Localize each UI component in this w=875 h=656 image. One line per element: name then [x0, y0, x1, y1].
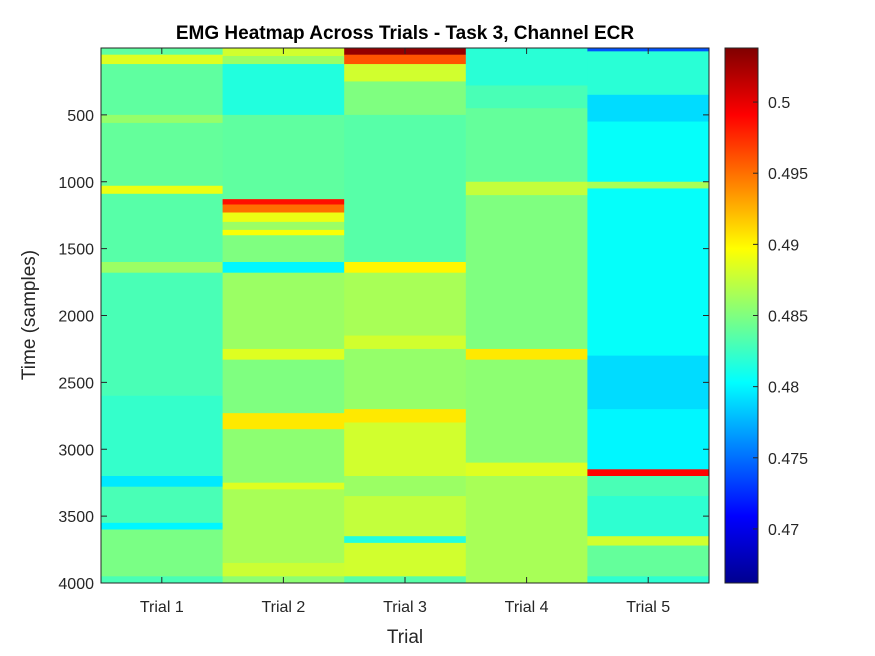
heatmap-cell-trial-2-band-9 — [222, 229, 345, 236]
heatmap-cell-trial-3-band-6 — [344, 262, 467, 274]
heatmap-cell-trial-1-band-3 — [101, 64, 224, 116]
heatmap-cell-trial-1-band-8 — [101, 262, 224, 274]
heatmap-cell-trial-1-band-14 — [101, 529, 224, 577]
colorbar-tick-label: 0.5 — [768, 95, 790, 112]
heatmap-cell-trial-4-band-1 — [465, 48, 588, 87]
heatmap-cell-trial-5-band-8 — [587, 409, 709, 470]
heatmap-cell-trial-4-band-8 — [465, 462, 588, 477]
heatmap-cell-trial-5-band-9 — [587, 469, 709, 477]
heatmap-cell-trial-3-band-10 — [344, 409, 467, 424]
heatmap-cells — [101, 48, 709, 583]
colorbar-tick-label: 0.48 — [768, 380, 799, 397]
heatmap-cell-trial-2-band-15 — [222, 413, 345, 430]
heatmap-cell-trial-1-band-9 — [101, 272, 224, 397]
heatmap-cell-trial-3-band-7 — [344, 272, 467, 337]
heatmap-cell-trial-2-band-5 — [222, 199, 345, 206]
heatmap-cell-trial-4-band-2 — [465, 85, 588, 109]
heatmap-cell-trial-1-band-2 — [101, 54, 224, 65]
y-tick-label: 1000 — [58, 175, 94, 192]
heatmap-cell-trial-2-band-4 — [222, 114, 345, 200]
heatmap-cell-trial-5-band-12 — [587, 536, 709, 547]
heatmap-cell-trial-1-band-12 — [101, 486, 224, 524]
y-tick-label: 4000 — [58, 576, 94, 593]
heatmap-cell-trial-5-band-3 — [587, 94, 709, 123]
heatmap-cell-trial-1-band-6 — [101, 185, 224, 195]
y-tick-label: 1500 — [58, 242, 94, 259]
y-tick-label: 500 — [67, 108, 94, 125]
x-tick-label: Trial 5 — [626, 599, 670, 616]
heatmap-cell-trial-2-band-6 — [222, 204, 345, 214]
x-axis-label: Trial — [387, 627, 423, 648]
heatmap-cell-trial-2-band-2 — [222, 56, 345, 65]
heatmap-cell-trial-5-band-10 — [587, 476, 709, 497]
heatmap-cell-trial-5-band-11 — [587, 496, 709, 537]
heatmap-cell-trial-5-band-4 — [587, 121, 709, 183]
heatmap-cell-trial-3-band-5 — [344, 114, 467, 263]
heatmap-cell-trial-2-band-11 — [222, 262, 345, 274]
y-tick-label: 2500 — [58, 375, 94, 392]
heatmap-cell-trial-3-band-3 — [344, 64, 467, 83]
heatmap-cell-trial-3-band-9 — [344, 348, 467, 410]
heatmap-cell-trial-3-band-8 — [344, 335, 467, 350]
heatmap-cell-trial-2-band-12 — [222, 272, 345, 350]
heatmap-cell-trial-5-band-5 — [587, 181, 709, 190]
colorbar-tick-label: 0.485 — [768, 309, 808, 326]
heatmap-cell-trial-1-band-10 — [101, 395, 224, 477]
heatmap-cell-trial-2-band-18 — [222, 489, 345, 564]
heatmap-cell-trial-2-band-17 — [222, 482, 345, 490]
x-axis: Trial 1 Trial 2 Trial 3 Trial 4 Trial 5 — [140, 48, 670, 616]
heatmap-cell-trial-4-band-6 — [465, 348, 588, 361]
y-tick-label: 2000 — [58, 309, 94, 326]
heatmap-cell-trial-5-band-6 — [587, 188, 709, 357]
colorbar-tick-label: 0.475 — [768, 451, 808, 468]
heatmap-cell-trial-3-band-14 — [344, 536, 467, 544]
colorbar-tick-label: 0.495 — [768, 166, 808, 183]
heatmap-cell-trial-2-band-8 — [222, 221, 345, 231]
heatmap-cell-trial-4-band-5 — [465, 195, 588, 350]
heatmap-cell-trial-2-band-16 — [222, 429, 345, 484]
heatmap-cell-trial-2-band-19 — [222, 562, 345, 577]
heatmap-cell-trial-3-band-12 — [344, 476, 467, 497]
colorbar — [724, 47, 759, 584]
x-tick-label: Trial 4 — [505, 599, 549, 616]
x-tick-label: Trial 3 — [383, 599, 427, 616]
colorbar-ticks: 0.47 0.475 0.48 0.485 0.49 0.495 0.5 — [753, 95, 808, 539]
x-tick-label: Trial 2 — [261, 599, 305, 616]
colorbar-tick-label: 0.49 — [768, 237, 799, 254]
heatmap-cell-trial-1-band-4 — [101, 114, 224, 124]
heatmap-cell-trial-3-band-15 — [344, 542, 467, 577]
heatmap-cell-trial-2-band-7 — [222, 212, 345, 223]
heatmap-cell-trial-5-band-2 — [587, 51, 709, 96]
heatmap-cell-trial-4-band-4 — [465, 181, 588, 196]
heatmap-cell-trial-4-band-3 — [465, 108, 588, 183]
colorbar-tick-label: 0.47 — [768, 522, 799, 539]
heatmap-cell-trial-2-band-14 — [222, 359, 345, 414]
y-axis-label: Time (samples) — [19, 250, 40, 380]
heatmap-cell-trial-1-band-5 — [101, 122, 224, 187]
y-tick-label: 3000 — [58, 442, 94, 459]
heatmap-cell-trial-1-band-11 — [101, 476, 224, 488]
heatmap-cell-trial-3-band-4 — [344, 81, 467, 116]
x-tick-label: Trial 1 — [140, 599, 184, 616]
heatmap-cell-trial-1-band-13 — [101, 522, 224, 531]
heatmap-cell-trial-1-band-7 — [101, 193, 224, 263]
heatmap-cell-trial-3-band-13 — [344, 496, 467, 537]
heatmap-cell-trial-4-band-7 — [465, 359, 588, 464]
heatmap-cell-trial-5-band-7 — [587, 355, 709, 410]
heatmap-cell-trial-4-band-9 — [465, 476, 588, 583]
heatmap-cell-trial-3-band-11 — [344, 422, 467, 477]
chart-title: EMG Heatmap Across Trials - Task 3, Chan… — [176, 23, 635, 44]
heatmap-cell-trial-2-band-3 — [222, 64, 345, 116]
heatmap-cell-trial-3-band-2 — [344, 54, 467, 65]
y-axis: 500 1000 1500 2000 2500 3000 3500 4000 — [58, 108, 709, 593]
y-tick-label: 3500 — [58, 509, 94, 526]
heatmap-cell-trial-5-band-13 — [587, 545, 709, 577]
heatmap-cell-trial-2-band-10 — [222, 235, 345, 263]
heatmap-cell-trial-2-band-13 — [222, 348, 345, 361]
